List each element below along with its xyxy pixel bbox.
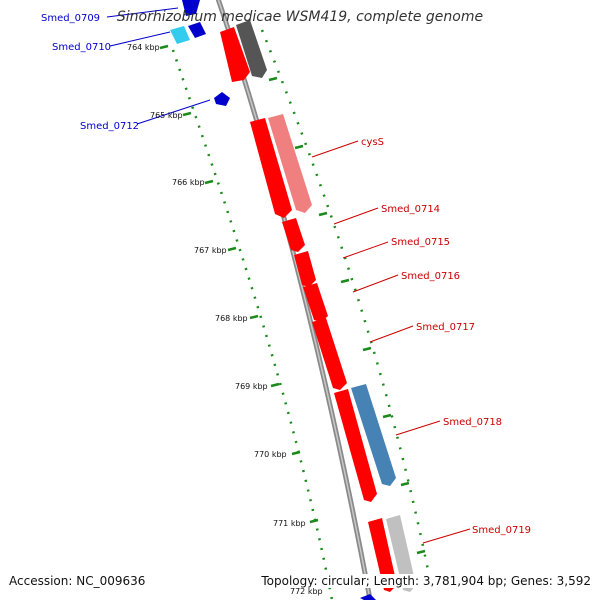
ruler-label: 768 kbp xyxy=(215,314,248,323)
tick-mark xyxy=(294,144,304,150)
ruler-label: 770 kbp xyxy=(254,450,287,459)
gene-label-smed-0714[interactable]: Smed_0714 xyxy=(381,204,440,215)
forward-gene-track xyxy=(220,20,416,592)
reverse-gene-track xyxy=(170,0,376,600)
tick-mark xyxy=(340,278,350,284)
gene-label-smed-0719[interactable]: Smed_0719 xyxy=(472,525,531,536)
inner-tick-guide xyxy=(171,49,334,600)
gene-label-smed-0716[interactable]: Smed_0716 xyxy=(401,271,460,282)
tick-mark xyxy=(309,518,319,524)
tick-mark xyxy=(204,179,214,185)
gene-feature[interactable] xyxy=(182,0,200,16)
tick-mark xyxy=(268,76,278,82)
gene-feature[interactable] xyxy=(170,26,190,44)
ruler-label: 769 kbp xyxy=(235,382,268,391)
gene-label-smed-0715[interactable]: Smed_0715 xyxy=(391,237,450,248)
gene-feature[interactable] xyxy=(334,389,377,502)
gene-label-smed-0717[interactable]: Smed_0717 xyxy=(416,322,475,333)
gene-label-smed-0710[interactable]: Smed_0710 xyxy=(52,42,111,53)
genome-summary-text: Topology: circular; Length: 3,781,904 bp… xyxy=(259,574,593,588)
gene-feature[interactable] xyxy=(214,92,230,106)
ruler-label: 772 kbp xyxy=(290,587,323,596)
ruler-label: 766 kbp xyxy=(172,178,205,187)
gene-labels: Smed_0709 Smed_0710 Smed_0712 cysS Smed_… xyxy=(41,13,531,536)
tick-mark xyxy=(416,549,426,555)
ruler-label: 765 kbp xyxy=(150,111,183,120)
tick-mark xyxy=(318,211,328,217)
gene-feature[interactable] xyxy=(312,318,347,390)
tick-mark xyxy=(227,246,237,252)
tick-mark xyxy=(182,111,192,117)
gene-label-smed-0709[interactable]: Smed_0709 xyxy=(41,13,100,24)
genome-backbone-highlight xyxy=(217,0,371,600)
gene-label-smed-0718[interactable]: Smed_0718 xyxy=(443,417,502,428)
tick-mark xyxy=(362,346,372,352)
tick-mark xyxy=(270,382,280,388)
ruler-labels: 764 kbp 765 kbp 766 kbp 767 kbp 768 kbp … xyxy=(127,43,323,596)
gene-feature[interactable] xyxy=(282,218,305,252)
genome-backbone xyxy=(215,0,373,600)
gene-feature[interactable] xyxy=(360,594,376,600)
gene-feature[interactable] xyxy=(368,518,397,592)
outer-tick-guide xyxy=(260,29,432,581)
tick-mark xyxy=(249,314,259,320)
label-leaders xyxy=(106,7,471,544)
ruler-label: 767 kbp xyxy=(194,246,227,255)
accession-text: Accession: NC_009636 xyxy=(7,574,148,588)
tick-mark xyxy=(382,413,392,419)
gene-feature[interactable] xyxy=(294,251,316,287)
gene-label-smed-0712[interactable]: Smed_0712 xyxy=(80,121,139,132)
gene-feature[interactable] xyxy=(303,283,328,322)
tick-mark xyxy=(159,44,169,50)
ruler-label: 771 kbp xyxy=(273,519,306,528)
gene-feature[interactable] xyxy=(236,20,267,78)
gene-feature[interactable] xyxy=(250,118,292,218)
map-title: Sinorhizobium medicae WSM419, complete g… xyxy=(116,9,484,25)
gene-label-cyss[interactable]: cysS xyxy=(361,137,384,148)
tick-mark xyxy=(400,481,410,487)
gene-feature[interactable] xyxy=(268,114,312,213)
gene-feature[interactable] xyxy=(351,384,396,486)
gene-feature[interactable] xyxy=(220,27,250,82)
tick-mark xyxy=(291,450,301,456)
ruler-label: 764 kbp xyxy=(127,43,160,52)
tick-marks xyxy=(159,44,426,555)
gene-feature[interactable] xyxy=(188,22,206,38)
gene-feature[interactable] xyxy=(386,515,416,592)
